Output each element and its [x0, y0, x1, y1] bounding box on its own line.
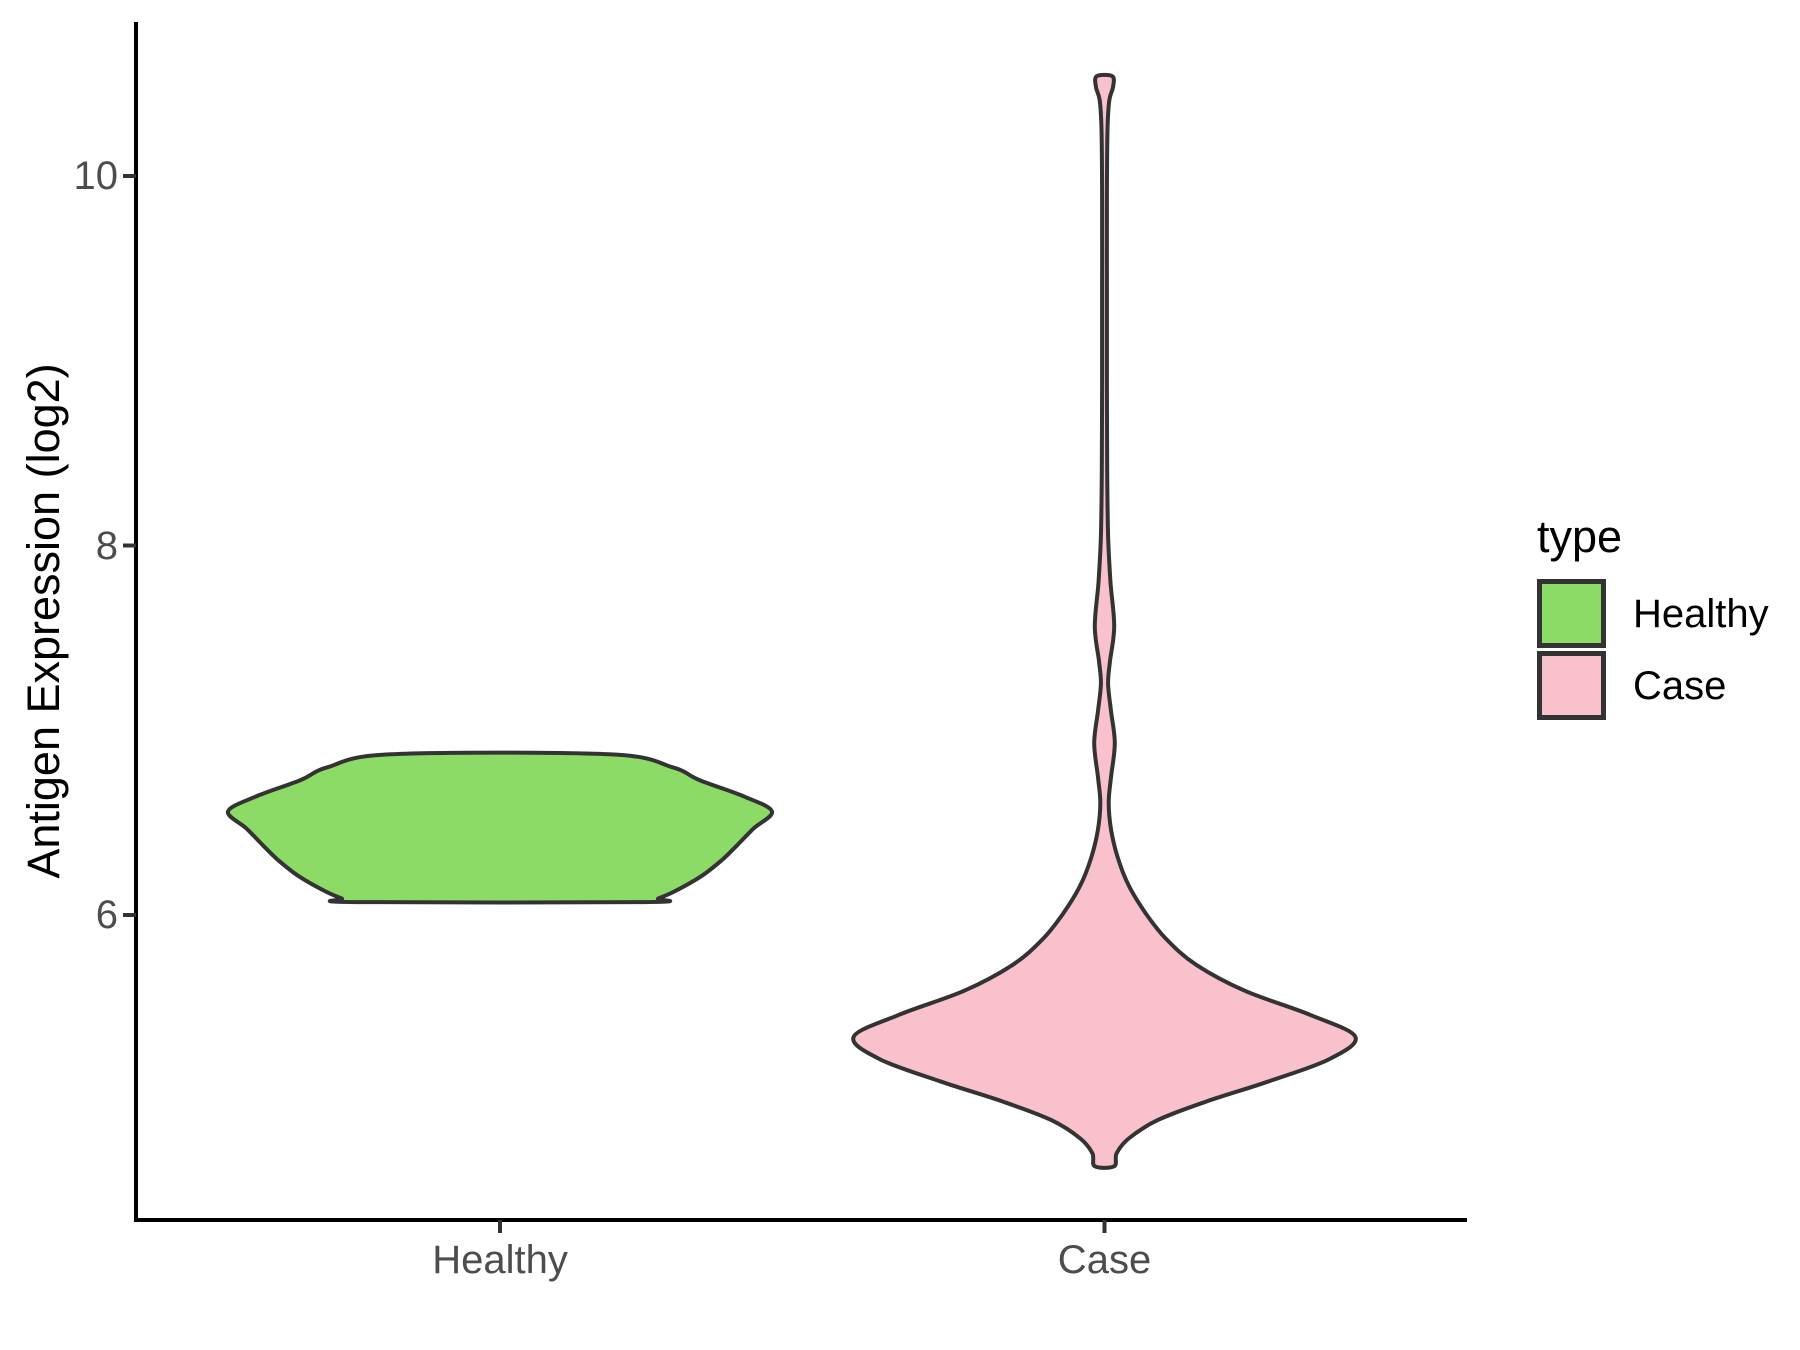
legend-swatch-healthy [1537, 579, 1606, 648]
y-axis-title: Antigen Expression (log2) [18, 363, 69, 879]
legend: type Healthy Case [1537, 514, 1769, 723]
legend-entries: Healthy Case [1537, 579, 1769, 720]
y-tick-label: 6 [95, 893, 118, 937]
legend-title: type [1537, 511, 1623, 562]
legend-entry-case: Case [1537, 651, 1769, 720]
legend-label: Case [1633, 663, 1727, 708]
violin-case [851, 72, 1358, 1170]
violin-healthy [225, 750, 775, 905]
x-category-label-healthy: Healthy [432, 1238, 568, 1282]
y-tick-label: 8 [95, 523, 118, 568]
y-tick-label: 10 [73, 154, 119, 198]
x-category-label-case: Case [1057, 1238, 1152, 1282]
legend-entry-healthy: Healthy [1537, 579, 1769, 648]
legend-label: Healthy [1633, 591, 1769, 636]
legend-swatch-case [1537, 651, 1606, 720]
